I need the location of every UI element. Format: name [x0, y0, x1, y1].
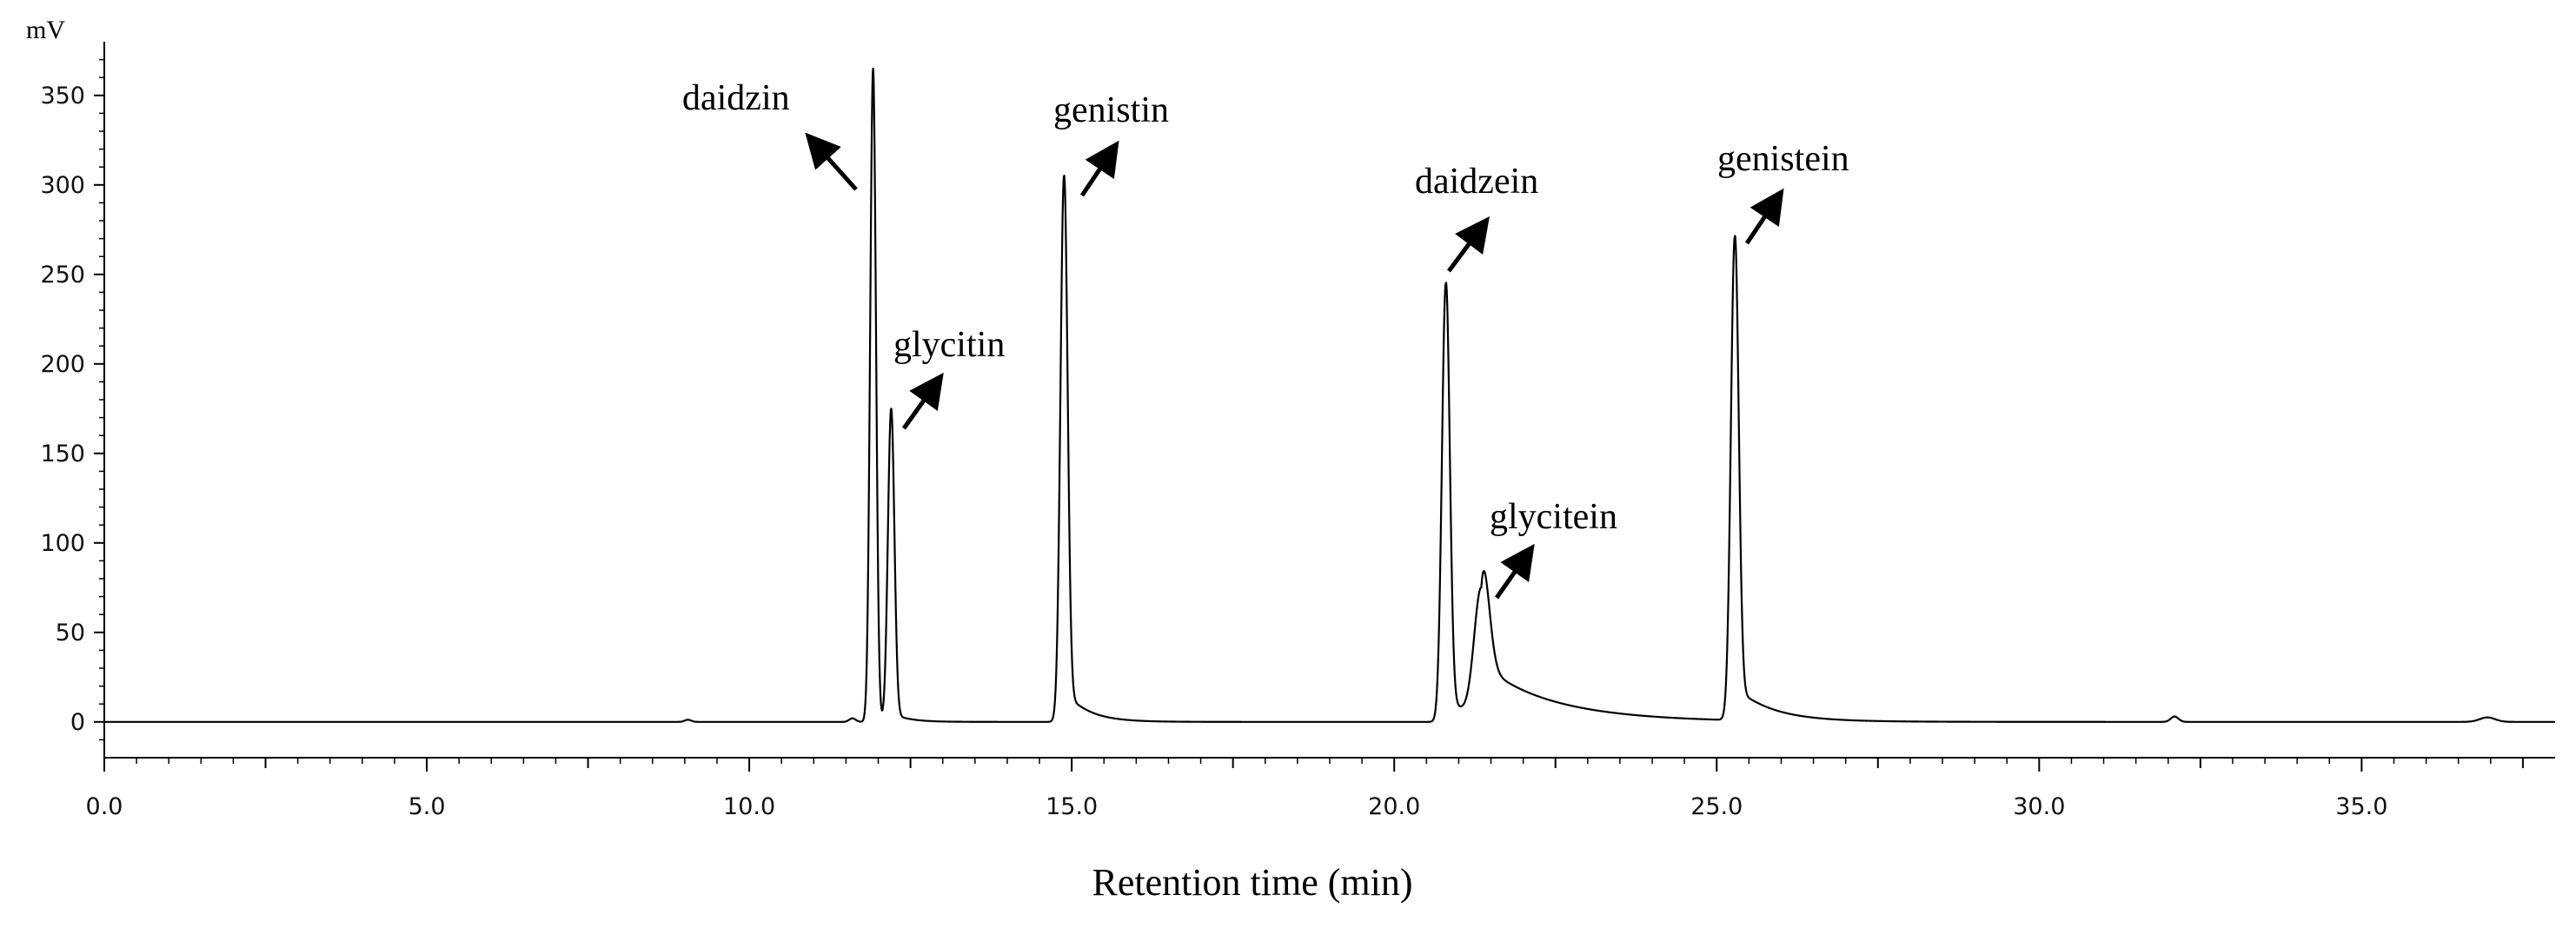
peak-label-genistein: genistein: [1717, 139, 1849, 179]
x-tick-label: 35.0: [2335, 793, 2387, 820]
y-tick-label: 0: [70, 709, 85, 736]
peak-annotations: daidzin glycitin genistin daidzein glycitein…: [682, 78, 1849, 600]
peak-arrow-glycitin: [901, 372, 944, 430]
peak-label-daidzein: daidzein: [1415, 162, 1538, 202]
peak-arrow-daidzin: [805, 132, 858, 191]
y-axis-unit-label: mV: [26, 16, 65, 44]
peak-label-genistin: genistin: [1053, 90, 1169, 130]
x-tick-label: 0.0: [86, 793, 123, 820]
x-axis-title: Retention time (min): [1092, 861, 1412, 904]
y-tick-label: 100: [40, 530, 85, 557]
y-tick-label: 250: [40, 262, 85, 288]
chromatogram-line: [103, 67, 2556, 723]
x-tick-label: 5.0: [408, 793, 446, 820]
y-tick-label: 200: [40, 351, 85, 378]
x-tick-label: 20.0: [1368, 793, 1420, 820]
peak-label-glycitin: glycitin: [893, 325, 1005, 365]
y-tick-label: 350: [40, 83, 85, 109]
peak-arrow-glycitein: [1494, 543, 1535, 600]
x-tick-label: 25.0: [1690, 793, 1743, 820]
chromatogram-trace: [103, 67, 2556, 723]
y-tick-label: 300: [40, 172, 85, 199]
x-tick-label: 15.0: [1046, 793, 1098, 820]
x-tick-label: 30.0: [2013, 793, 2065, 820]
axes: 0 50 100 150 200 250 300 350 0.0 5.0 10.0 15.0 20.0 2…: [40, 42, 2555, 820]
peak-arrow-genistein: [1744, 188, 1784, 245]
x-tick-label: 10.0: [723, 793, 775, 820]
peak-arrow-daidzein: [1446, 215, 1490, 273]
peak-label-daidzin: daidzin: [682, 78, 790, 118]
y-tick-label: 50: [56, 620, 85, 646]
peak-arrow-genistin: [1079, 140, 1119, 197]
y-tick-label: 150: [40, 441, 85, 467]
peak-label-glycitein: glycitein: [1490, 497, 1617, 537]
